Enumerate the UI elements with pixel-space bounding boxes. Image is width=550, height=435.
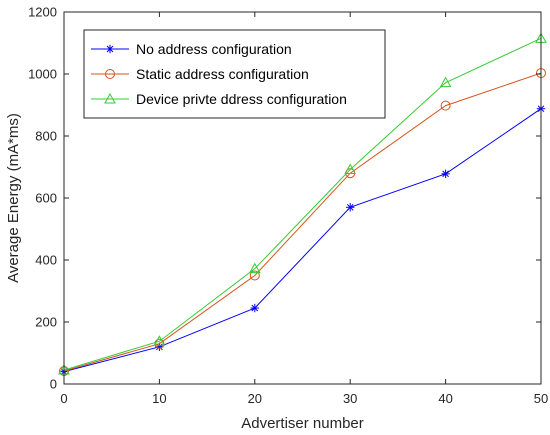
legend-entry: Static address configuration xyxy=(91,66,309,82)
legend-marker xyxy=(105,69,115,79)
y-tick-label: 200 xyxy=(35,315,57,330)
data-point xyxy=(153,335,166,346)
series-line xyxy=(63,37,542,371)
legend-marker xyxy=(104,92,116,104)
y-axis-label: Average Energy (mA*ms) xyxy=(5,113,22,283)
y-tick-label: 1200 xyxy=(28,5,57,20)
data-point xyxy=(250,303,259,313)
axis-ticks: 0 10 20 30 40 50 0 200 400 600 800 1000 1200 xyxy=(28,5,548,407)
data-point xyxy=(344,163,357,174)
x-tick-label: 50 xyxy=(534,391,548,406)
series-line xyxy=(63,72,542,372)
data-point xyxy=(249,270,260,281)
legend: No address configuration Static address c… xyxy=(83,29,386,119)
x-tick-label: 20 xyxy=(248,391,262,406)
y-tick-label: 0 xyxy=(50,377,57,392)
data-point xyxy=(441,169,450,179)
data-point xyxy=(439,76,452,88)
legend-marker xyxy=(105,44,115,54)
legend-entry: Device privte ddress configuration xyxy=(91,91,347,107)
legend-label: Static address configuration xyxy=(136,66,309,82)
legend-box xyxy=(83,29,386,119)
legend-label: No address configuration xyxy=(136,41,292,57)
x-tick-label: 30 xyxy=(343,391,357,406)
x-tick-label: 10 xyxy=(152,391,166,406)
legend-label: Device privte ddress configuration xyxy=(136,91,347,107)
y-tick-label: 400 xyxy=(35,253,57,268)
x-tick-label: 40 xyxy=(438,391,452,406)
legend-entry: No address configuration xyxy=(91,41,292,57)
y-tick-label: 600 xyxy=(35,191,57,206)
y-tick-label: 800 xyxy=(35,129,57,144)
x-tick-label: 0 xyxy=(60,391,67,406)
data-point xyxy=(346,203,355,212)
series-1 xyxy=(59,104,546,376)
y-tick-label: 1000 xyxy=(28,67,57,82)
data-point xyxy=(440,100,451,111)
series-line xyxy=(63,108,542,373)
x-axis-label: Advertiser number xyxy=(241,415,364,432)
data-point xyxy=(248,262,261,274)
series-3 xyxy=(58,32,547,375)
